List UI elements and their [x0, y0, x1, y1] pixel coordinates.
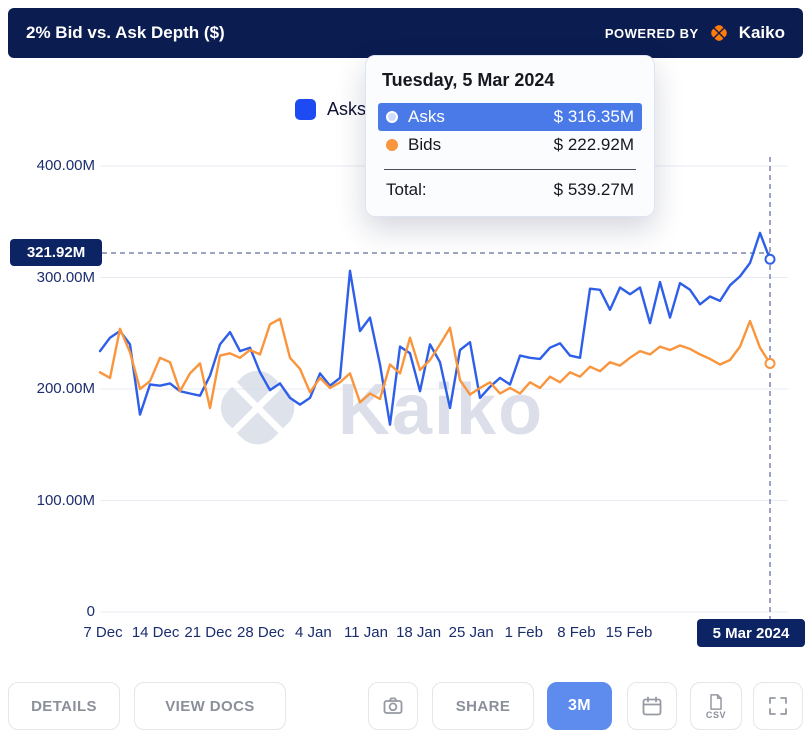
x-axis-label: 15 Feb	[605, 624, 653, 641]
x-axis-label: 4 Jan	[295, 624, 332, 641]
y-axis-label: 0	[86, 603, 95, 620]
tooltip-total-row: Total: $ 539.27M	[382, 180, 638, 200]
chart-title: 2% Bid vs. Ask Depth ($)	[26, 23, 225, 42]
calendar-icon	[642, 696, 662, 716]
tooltip-bids-label: Bids	[408, 135, 442, 154]
tooltip-asks-label: Asks	[408, 107, 445, 126]
watermark-text: Kaiko	[338, 370, 544, 450]
csv-label: CSV	[705, 709, 727, 720]
asks-series-marker-icon	[386, 111, 398, 123]
screenshot-button[interactable]	[368, 682, 418, 730]
tooltip-row-asks: Asks $ 316.35M	[378, 103, 642, 131]
tooltip-total-label: Total:	[386, 180, 427, 199]
range-3m-button[interactable]: 3M	[547, 682, 612, 730]
y-crosshair-badge: 321.92M	[10, 239, 102, 266]
tooltip-row-bids: Bids $ 222.92M	[378, 131, 642, 159]
bids-series-marker-icon	[386, 139, 398, 151]
tooltip-divider	[384, 169, 636, 170]
y-axis-label: 200.00M	[36, 380, 95, 397]
powered-by-label: POWERED BY	[604, 25, 699, 41]
asks-end-marker	[764, 253, 776, 265]
camera-icon	[383, 697, 403, 714]
hover-tooltip: Tuesday, 5 Mar 2024 Asks $ 316.35M Bids …	[365, 55, 655, 217]
asks-legend-swatch	[295, 99, 316, 120]
header: 2% Bid vs. Ask Depth ($) POWERED BY Kaik…	[8, 8, 803, 58]
expand-icon	[769, 697, 787, 715]
details-button[interactable]: DETAILS	[8, 682, 120, 730]
share-button[interactable]: SHARE	[432, 682, 534, 730]
x-axis-label: 28 Dec	[237, 624, 285, 641]
y-axis-label: 300.00M	[36, 268, 95, 286]
tooltip-total-value: $ 539.27M	[553, 180, 634, 199]
csv-icon	[710, 693, 722, 710]
x-axis-label: 7 Dec	[83, 624, 123, 641]
x-crosshair-badge: 5 Mar 2024	[697, 619, 805, 647]
view-docs-button[interactable]: VIEW DOCS	[134, 682, 286, 730]
tooltip-bids-value: $ 222.92M	[553, 135, 634, 154]
bids-line-series[interactable]	[98, 317, 772, 410]
x-axis-label: 14 Dec	[131, 624, 180, 641]
export-csv-button[interactable]: CSV	[690, 682, 742, 730]
asks-legend-label: Asks	[327, 99, 367, 119]
y-axis-label: 400.00M	[36, 157, 95, 174]
bids-end-marker	[764, 357, 776, 369]
fullscreen-button[interactable]	[753, 682, 803, 730]
powered-by-block: POWERED BY Kaiko	[605, 22, 785, 44]
x-axis-label: 18 Jan	[396, 624, 442, 641]
tooltip-date: Tuesday, 5 Mar 2024	[382, 70, 555, 90]
y-axis: 400.00M 300.00M 200.00M 100.00M 0	[0, 0, 95, 744]
date-range-button[interactable]	[627, 682, 677, 730]
x-axis-label: 25 Jan	[448, 624, 494, 641]
kaiko-logo-icon	[710, 25, 727, 41]
x-axis-label: 21 Dec	[184, 624, 232, 641]
tooltip-asks-value: $ 316.35M	[553, 107, 634, 126]
brand-name: Kaiko	[738, 23, 785, 42]
x-axis-label: 11 Jan	[344, 624, 388, 641]
x-axis-label: 1 Feb	[504, 624, 543, 641]
y-axis-label: 100.00M	[36, 491, 95, 509]
legend-item-asks[interactable]: Asks	[295, 99, 366, 120]
watermark-logo-icon	[220, 370, 295, 445]
x-axis-label: 8 Feb	[557, 624, 596, 641]
